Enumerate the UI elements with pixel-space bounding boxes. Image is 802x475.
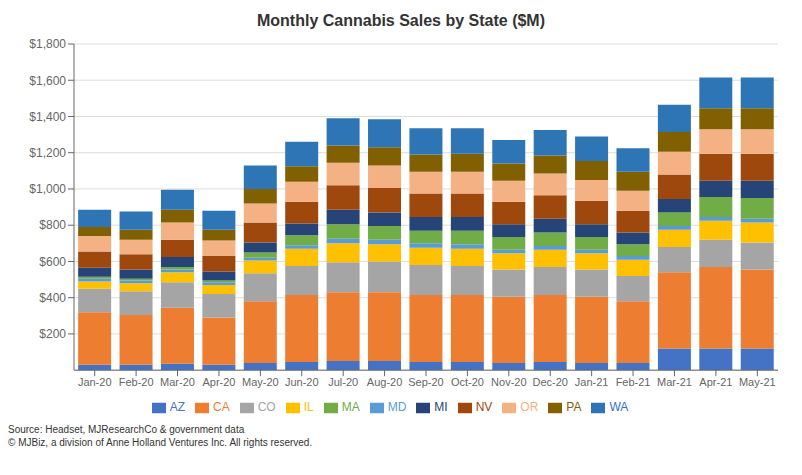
html-text:Source: Headset, MJResearchCo: Source: Headset, MJResearchCo & governme… [8,424,245,435]
svg-text:Sep-20: Sep-20 [408,376,443,388]
svg-text:Jan-20: Jan-20 [78,376,112,388]
svg-text:$1,000: $1,000 [29,182,66,196]
html-text:Monthly Cannabis Sales by Stat: Monthly Cannabis Sales by State ($M) [257,12,545,29]
svg-text:Aug-20: Aug-20 [367,376,402,388]
html-text:PA: PA [566,400,582,415]
svg-text:Jan-21: Jan-21 [575,376,609,388]
svg-text:$1,600: $1,600 [29,74,66,88]
html-text:WA: WA [609,400,629,415]
html-text:CA: CA [213,400,230,415]
html-text:MD: MD [387,400,407,415]
svg-text:$200: $200 [39,327,66,341]
svg-text:Feb-21: Feb-21 [616,376,651,388]
html-text:MA: MA [341,400,360,415]
svg-text:Nov-20: Nov-20 [491,376,526,388]
html-text:CO: CO [257,400,276,415]
html-text:IL: IL [303,400,314,415]
svg-text:$1,400: $1,400 [29,110,66,124]
svg-text:May-21: May-21 [739,376,776,388]
svg-text:$1,800: $1,800 [29,37,66,51]
svg-text:Jul-20: Jul-20 [328,376,358,388]
svg-text:Apr-20: Apr-20 [202,376,235,388]
svg-text:$400: $400 [39,291,66,305]
html-text:AZ: AZ [169,400,185,415]
svg-text:Oct-20: Oct-20 [451,376,484,388]
svg-text:$1,200: $1,200 [29,146,66,160]
svg-text:$800: $800 [39,218,66,232]
html-text:MI: MI [434,400,448,415]
svg-text:Apr-21: Apr-21 [699,376,732,388]
svg-text:Feb-20: Feb-20 [119,376,154,388]
html-text:OR: OR [520,400,539,415]
svg-text:Mar-21: Mar-21 [657,376,692,388]
html-text:NV: NV [475,400,493,415]
svg-text:May-20: May-20 [242,376,279,388]
html-text:© MJBiz, a division of Anne Ho: © MJBiz, a division of Anne Holland Vent… [8,437,313,448]
svg-text:Mar-20: Mar-20 [160,376,195,388]
svg-text:$600: $600 [39,255,66,269]
svg-text:Jun-20: Jun-20 [285,376,319,388]
svg-text:Dec-20: Dec-20 [533,376,568,388]
